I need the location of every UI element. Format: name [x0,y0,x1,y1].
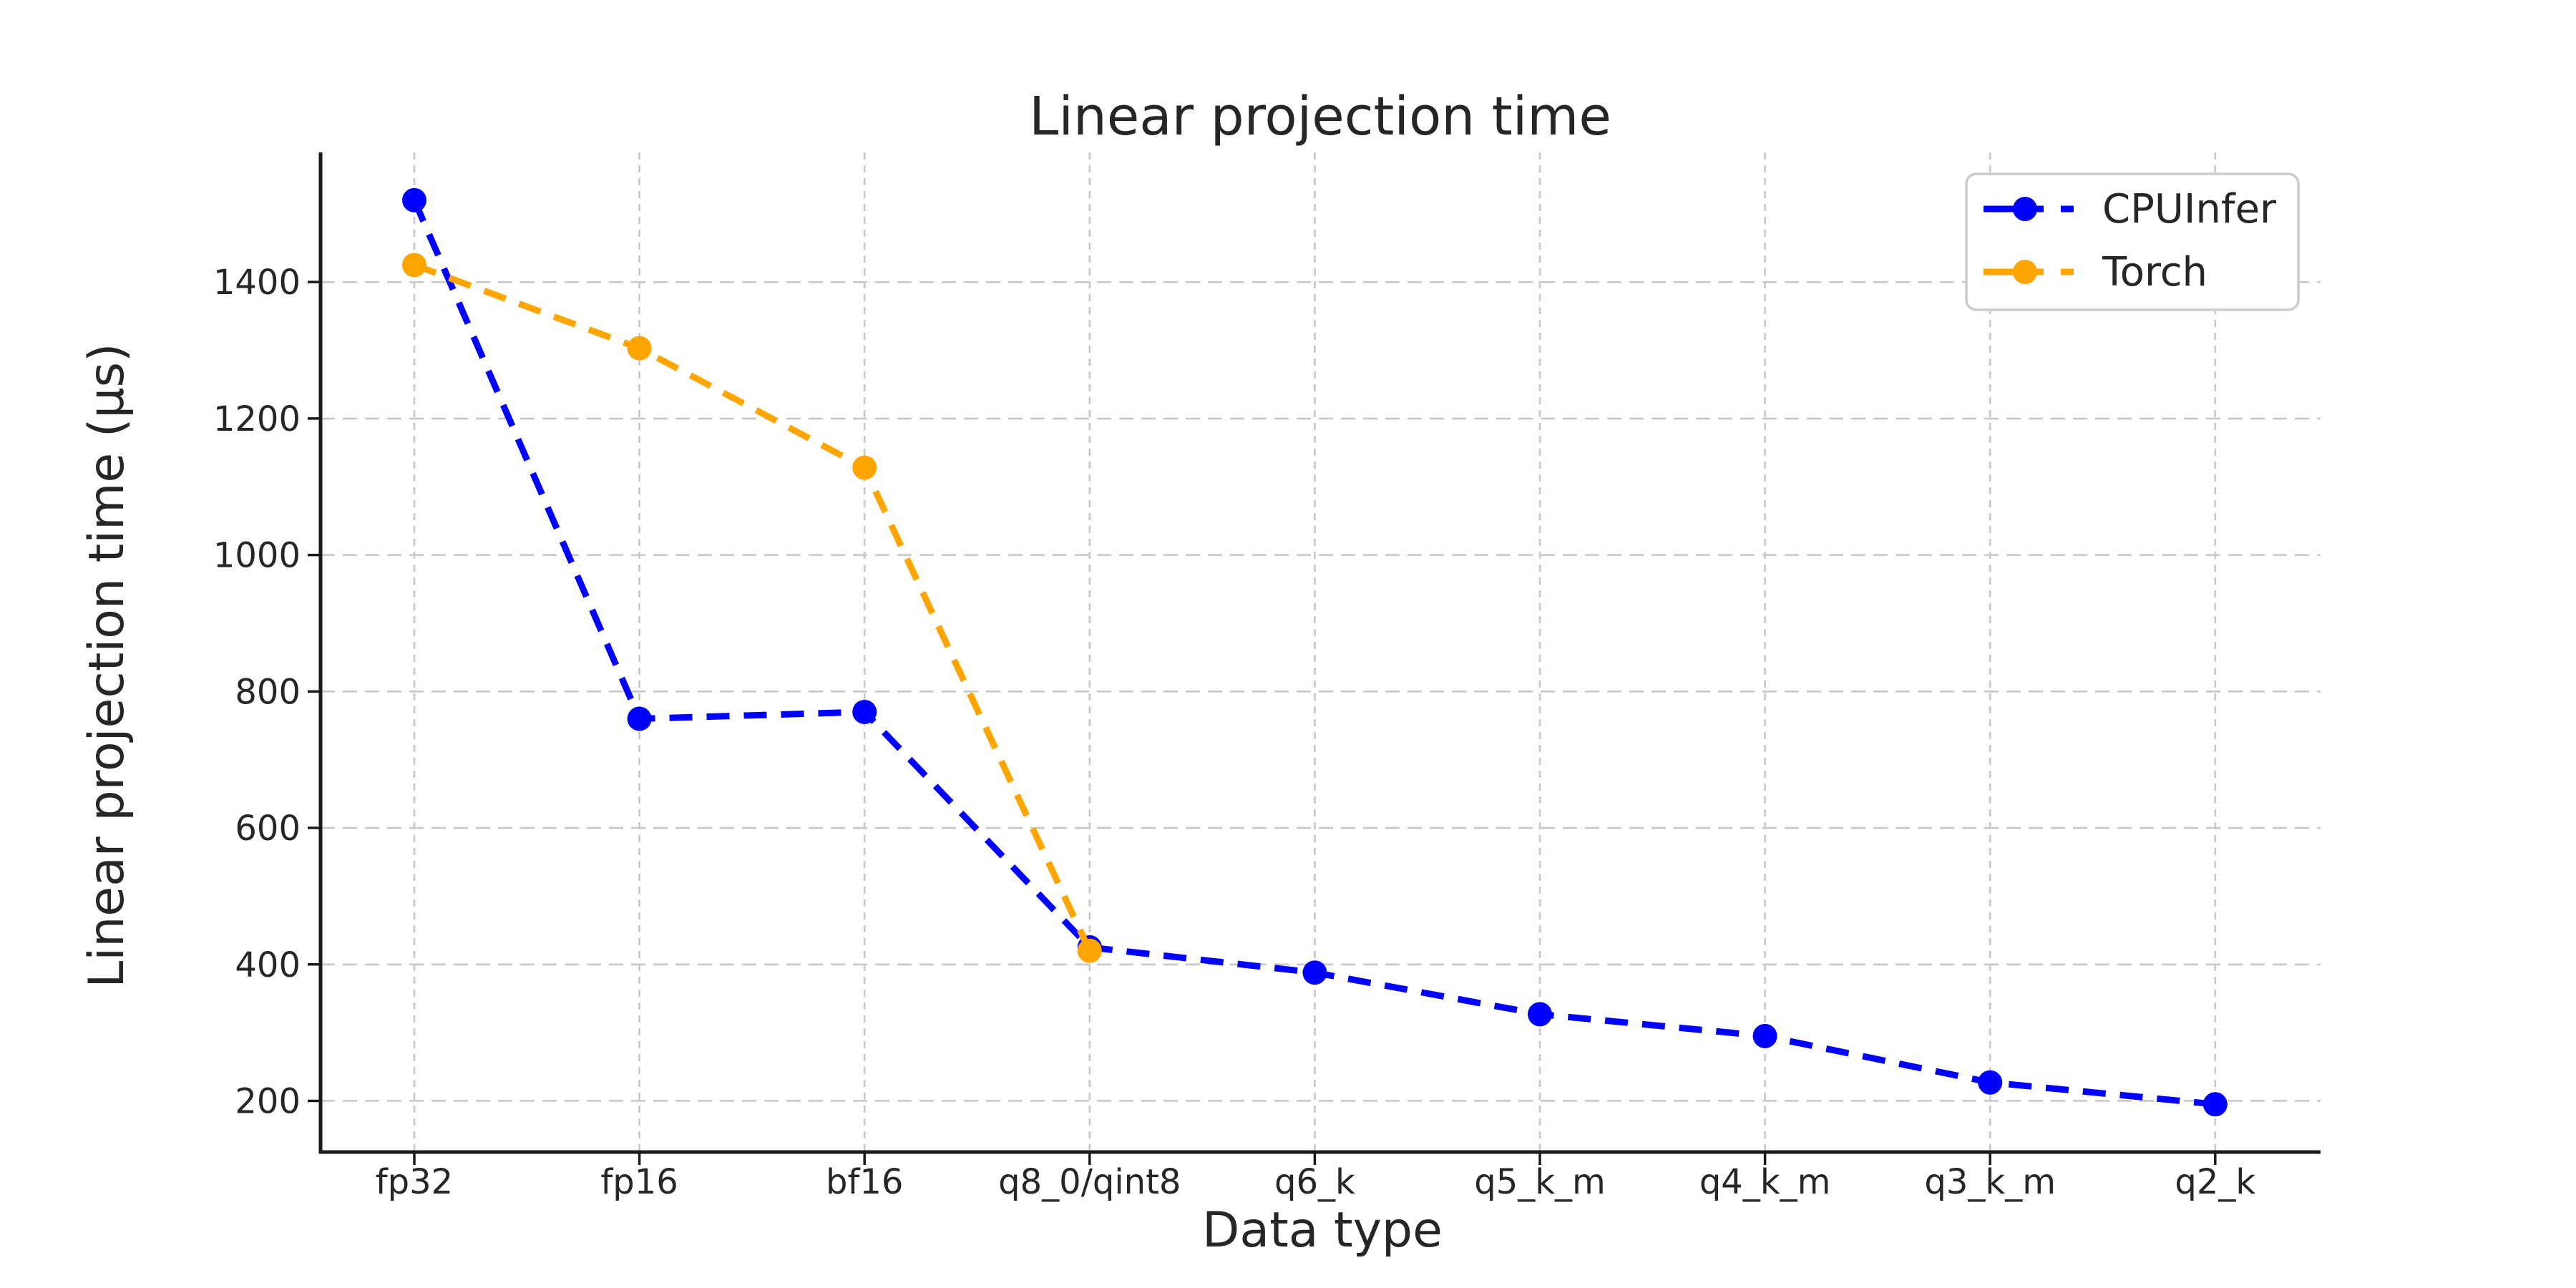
y-tick-label: 1400 [213,263,301,303]
y-tick-label: 1200 [213,399,301,439]
data-point-torch [627,336,652,361]
data-point-torch [852,455,877,480]
gridlines [321,152,2321,1152]
data-point-cpuinfer [627,706,652,731]
data-point-torch [402,253,426,278]
x-tick-label: q5_k_m [1474,1162,1606,1202]
legend-label-cpuinfer: CPUInfer [2102,186,2277,233]
data-point-cpuinfer [1302,960,1327,985]
x-tick-label: fp32 [376,1162,453,1202]
data-point-cpuinfer [1978,1070,2003,1095]
legend-box [1965,172,2300,311]
y-tick-label: 200 [235,1081,301,1121]
x-tick-label: q3_k_m [1924,1162,2056,1202]
legend-sample-marker-cpuinfer [2013,197,2037,221]
data-point-cpuinfer [1752,1023,1777,1048]
chart-title: Linear projection time [1029,86,1611,147]
x-tick-label: q4_k_m [1699,1162,1831,1202]
x-tick-label: fp16 [600,1162,678,1202]
y-tick-label: 1000 [213,536,301,576]
legend-sample-marker-torch [2013,260,2037,284]
y-axis-label: Linear projection time (µs) [79,343,135,987]
data-point-cpuinfer [852,699,877,724]
x-tick-label: q6_k [1274,1162,1355,1202]
series-line-torch [413,262,1093,952]
y-tick-label: 400 [235,945,301,985]
y-tick-label: 800 [235,672,301,712]
axes: 200 400 600 800 1000 1200 1400 fp32 fp16 bf16 q8_0… [213,152,2321,1202]
series [402,187,2228,1117]
x-tick-label: bf16 [826,1162,903,1202]
x-tick-label: q2_k [2175,1162,2255,1202]
data-point-cpuinfer [2202,1092,2228,1117]
x-axis-label: Data type [1202,1202,1443,1259]
data-point-cpuinfer [402,187,426,213]
legend: CPUInfer Torch [1965,172,2300,311]
x-tick-label: q8_0/qint8 [998,1162,1181,1202]
data-point-torch [1077,938,1102,963]
legend-label-torch: Torch [2102,249,2207,296]
data-point-cpuinfer [1528,1002,1552,1027]
y-tick-label: 600 [235,809,301,849]
